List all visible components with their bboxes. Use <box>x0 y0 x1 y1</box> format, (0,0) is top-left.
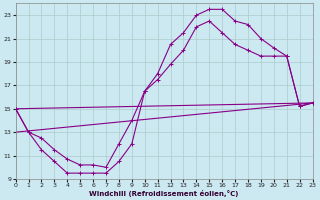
X-axis label: Windchill (Refroidissement éolien,°C): Windchill (Refroidissement éolien,°C) <box>89 190 239 197</box>
